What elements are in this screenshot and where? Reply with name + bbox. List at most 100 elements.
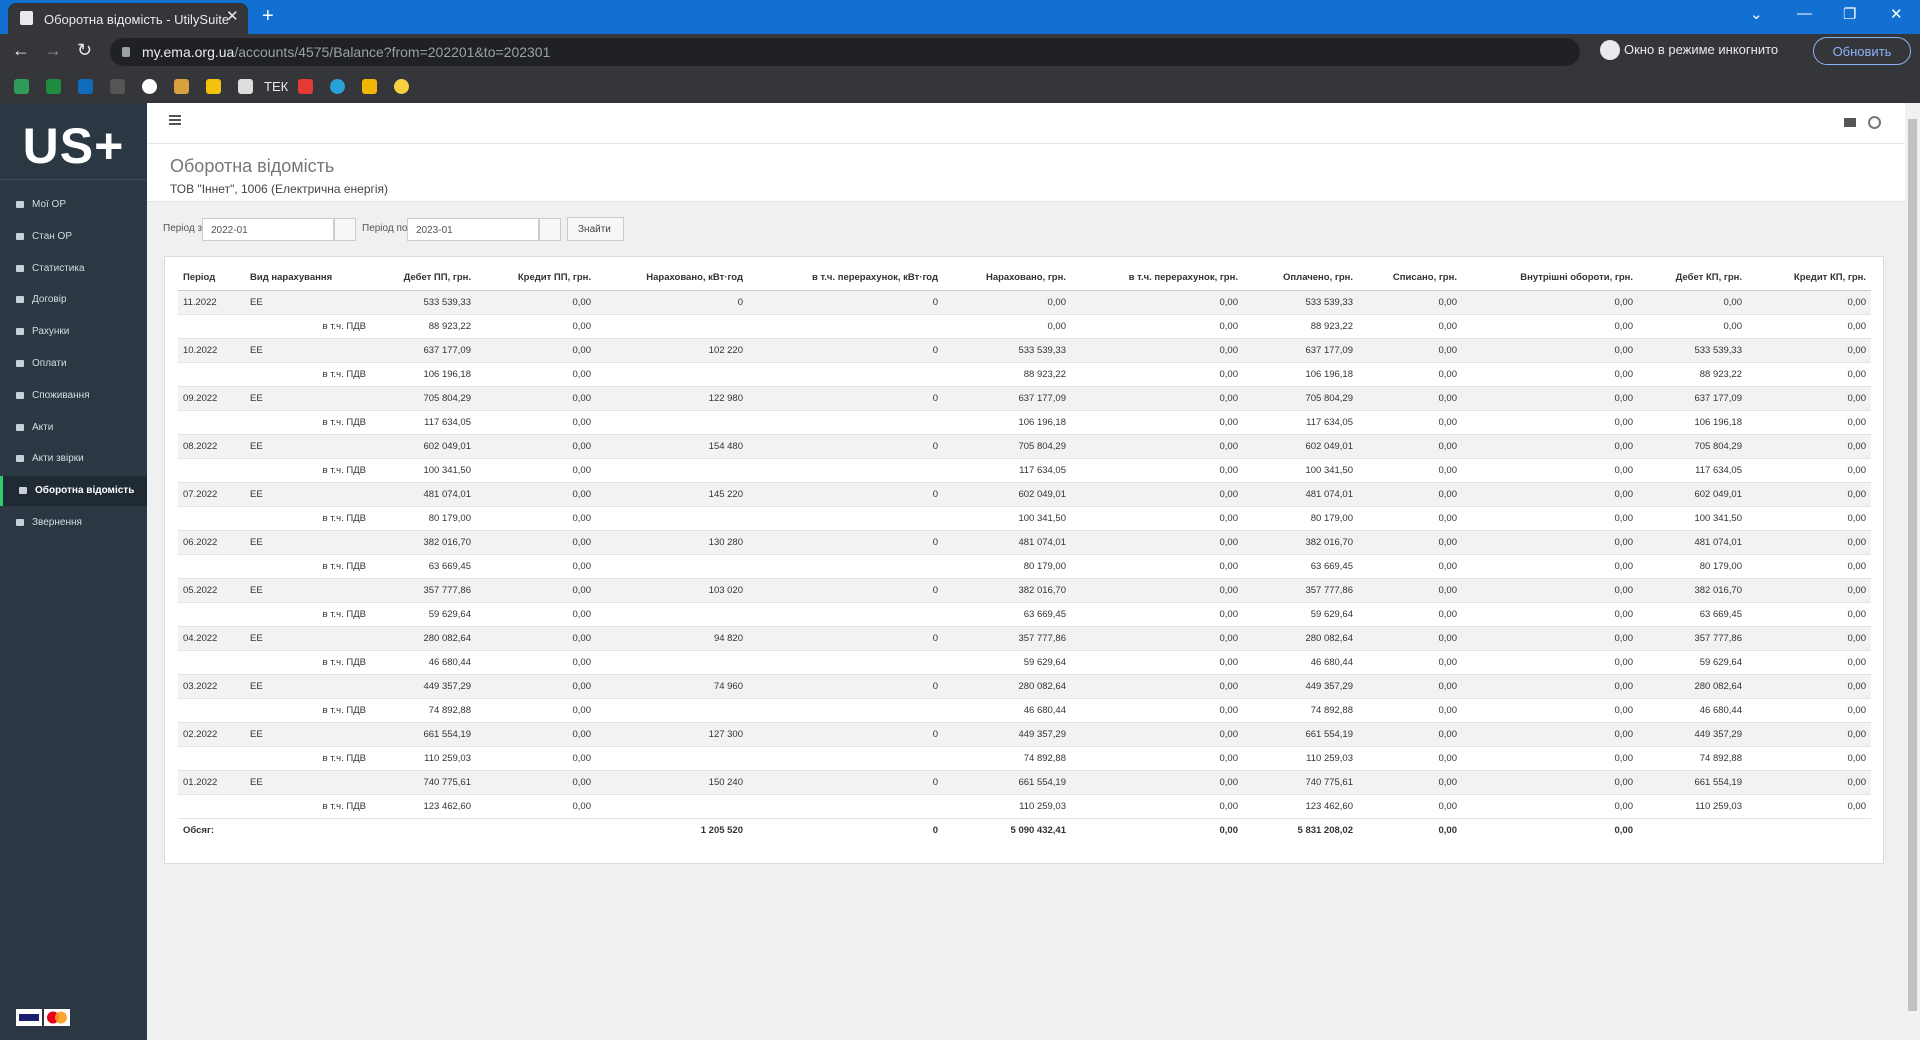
menu-item[interactable]: Стан ОР xyxy=(0,222,147,252)
address-bar[interactable]: my.ema.org.ua/accounts/4575/Balance?from… xyxy=(110,38,1580,66)
column-header[interactable]: в т.ч. перерахунок, грн. xyxy=(1071,265,1243,291)
column-header[interactable]: Період xyxy=(178,265,245,291)
bookmark[interactable] xyxy=(362,79,377,94)
title-bar: Оборотна відомість ТОВ "Іннет", 1006 (Ел… xyxy=(147,144,1905,202)
menu-item[interactable]: Статистика xyxy=(0,254,147,284)
to-input[interactable]: 2023-01 xyxy=(407,218,539,241)
bookmark[interactable] xyxy=(110,79,125,94)
table-row: в т.ч. ПДВ 80 179,00 0,00 100 341,50 0,00 80 … xyxy=(178,506,1871,531)
browser-tab[interactable]: Оборотна відомість - UtilySuite xyxy=(8,3,248,34)
minimize[interactable]: — xyxy=(1797,5,1812,22)
forward[interactable]: → xyxy=(44,40,62,60)
column-header[interactable]: Нараховано, грн. xyxy=(943,265,1071,291)
table-cell: 0,00 xyxy=(1462,482,1638,507)
table-cell: 0,00 xyxy=(1747,314,1871,339)
column-header[interactable]: Дебет КП, грн. xyxy=(1638,265,1747,291)
bookmark[interactable] xyxy=(78,79,93,94)
table-cell: 0,00 xyxy=(1747,626,1871,651)
payment-logos xyxy=(16,1009,70,1026)
column-header[interactable]: Кредит КП, грн. xyxy=(1747,265,1871,291)
new-tab[interactable]: + xyxy=(262,5,274,27)
menu-toggle[interactable] xyxy=(169,115,181,125)
table-cell: 0,00 xyxy=(1747,722,1871,747)
table-row: в т.ч. ПДВ 110 259,03 0,00 74 892,88 0,00 110… xyxy=(178,746,1871,771)
bookmark[interactable] xyxy=(46,79,61,94)
search-button[interactable]: Знайти xyxy=(567,217,624,241)
table-cell: 0,00 xyxy=(1638,314,1747,339)
column-header[interactable]: Дебет ПП, грн. xyxy=(380,265,476,291)
bookmark[interactable] xyxy=(330,79,345,94)
table-cell: 0,00 xyxy=(476,698,596,723)
table-cell xyxy=(596,554,748,579)
from-input[interactable]: 2022-01 xyxy=(202,218,334,241)
table-cell: 0,00 xyxy=(476,530,596,555)
table-cell: в т.ч. ПДВ xyxy=(245,458,380,483)
close-window[interactable]: ✕ xyxy=(1890,6,1903,23)
menu-item[interactable]: Акти звірки xyxy=(0,444,147,474)
table-cell: 0,00 xyxy=(1358,626,1462,651)
column-header[interactable]: Внутрішні обороти, грн. xyxy=(1462,265,1638,291)
table-cell: ЕЕ xyxy=(245,578,380,603)
table-cell: 449 357,29 xyxy=(380,674,476,699)
table-row: 02.2022 ЕЕ 661 554,19 0,00 127 300 0 449 357,2… xyxy=(178,722,1871,747)
table-cell: в т.ч. ПДВ xyxy=(245,554,380,579)
calendar-button[interactable] xyxy=(334,218,356,241)
user-icon[interactable] xyxy=(1868,116,1881,129)
top-header xyxy=(147,103,1905,144)
table-cell: 0,00 xyxy=(1071,746,1243,771)
table-cell: 0,00 xyxy=(1358,722,1462,747)
table-cell: 5 831 208,02 xyxy=(1297,824,1353,836)
menu-item[interactable]: Договір xyxy=(0,285,147,315)
table-cell: 0,00 xyxy=(1747,602,1871,627)
restore[interactable]: ❐ xyxy=(1843,6,1857,23)
table-cell: 0,00 xyxy=(1071,530,1243,555)
mail-icon[interactable] xyxy=(1844,118,1856,127)
table-cell: 0,00 xyxy=(476,794,596,819)
menu-item[interactable]: Оборотна відомість xyxy=(0,476,147,507)
reload[interactable]: ↻ xyxy=(77,40,93,60)
back[interactable]: ← xyxy=(12,40,30,60)
menu-item[interactable]: Звернення xyxy=(0,508,147,538)
table-cell: 481 074,01 xyxy=(1243,482,1358,507)
table-cell: 117 634,05 xyxy=(943,458,1071,483)
bookmark[interactable] xyxy=(14,79,29,94)
logo[interactable]: US+ xyxy=(22,118,125,174)
menu-item[interactable]: Мої ОР xyxy=(0,190,147,220)
tab-close[interactable]: ✕ xyxy=(226,8,239,25)
table-cell: 280 082,64 xyxy=(1638,674,1747,699)
column-header[interactable]: Нараховано, кВт·год xyxy=(596,265,748,291)
bookmark[interactable] xyxy=(394,79,409,94)
table-cell: 0,00 xyxy=(1358,362,1462,387)
calendar-button[interactable] xyxy=(539,218,561,241)
bookmark[interactable] xyxy=(142,79,157,94)
table-cell: 0,00 xyxy=(1462,674,1638,699)
table-cell: в т.ч. ПДВ xyxy=(245,362,380,387)
column-header[interactable]: в т.ч. перерахунок, кВт·год xyxy=(748,265,943,291)
column-header[interactable]: Кредит ПП, грн. xyxy=(476,265,596,291)
table-cell: 0,00 xyxy=(1071,434,1243,459)
menu-item[interactable]: Споживання xyxy=(0,381,147,411)
column-header[interactable]: Вид нарахування xyxy=(245,265,380,291)
bookmark[interactable] xyxy=(298,79,313,94)
bookmark[interactable] xyxy=(238,79,253,94)
table-row: в т.ч. ПДВ 63 669,45 0,00 80 179,00 0,00 63 6… xyxy=(178,554,1871,579)
menu-item[interactable]: Акти xyxy=(0,413,147,443)
column-header[interactable]: Оплачено, грн. xyxy=(1243,265,1358,291)
bookmark[interactable] xyxy=(174,79,189,94)
table-cell: 0,00 xyxy=(1071,554,1243,579)
table-cell: 357 777,86 xyxy=(1243,578,1358,603)
table-cell: 80 179,00 xyxy=(380,506,476,531)
update-button[interactable]: Обновить xyxy=(1813,37,1911,65)
menu-item[interactable]: Рахунки xyxy=(0,317,147,347)
bookmark-label[interactable]: ТЕК xyxy=(264,79,289,94)
menu-item[interactable]: Оплати xyxy=(0,349,147,379)
column-header[interactable]: Списано, грн. xyxy=(1358,265,1462,291)
table-cell: 0 xyxy=(596,290,748,315)
table-cell: 0,00 xyxy=(1747,434,1871,459)
table-cell: 0,00 xyxy=(1358,410,1462,435)
table-cell: 0,00 xyxy=(1358,770,1462,795)
bookmark[interactable] xyxy=(206,79,221,94)
tab-search[interactable]: ⌄ xyxy=(1750,6,1763,23)
scrollbar-thumb[interactable] xyxy=(1908,119,1917,1011)
